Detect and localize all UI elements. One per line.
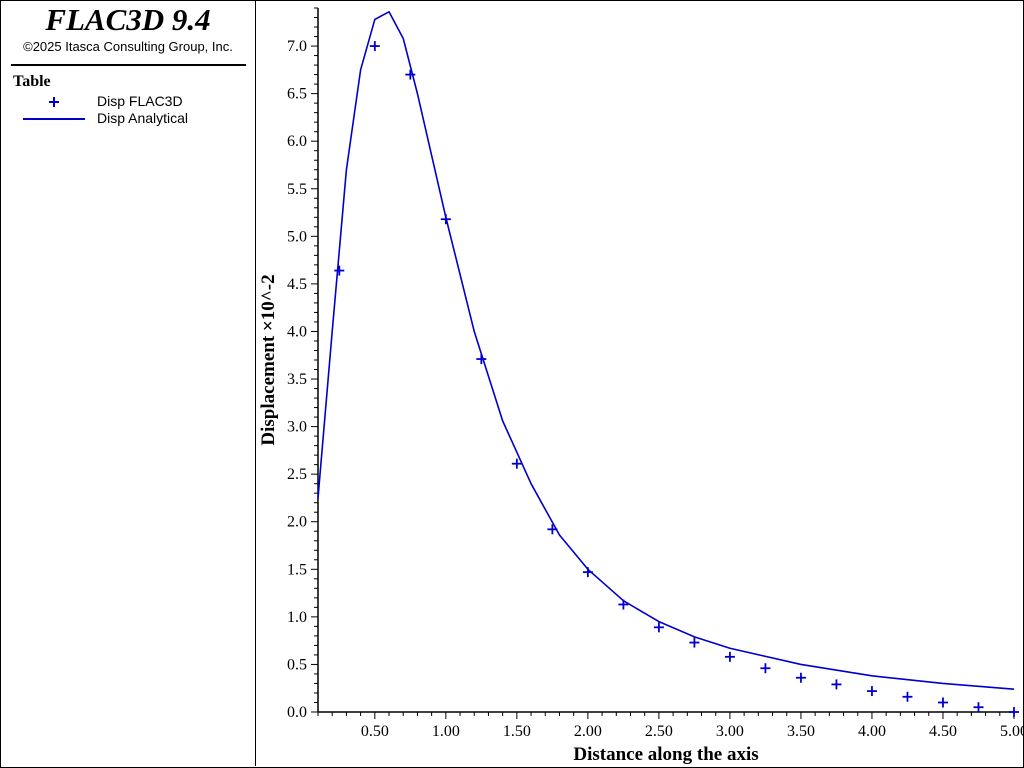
copyright-text: ©2025 Itasca Consulting Group, Inc. (23, 39, 233, 54)
legend-heading: Table (13, 73, 51, 90)
plus-marker (582, 567, 593, 578)
y-tick-label: 5.5 (287, 181, 307, 198)
y-tick-label: 5.0 (287, 228, 307, 245)
y-tick-label: 1.5 (287, 561, 307, 578)
x-tick-label: 1.50 (503, 723, 531, 740)
legend-item-disp-analytical: Disp Analytical (21, 110, 251, 127)
plus-marker (760, 663, 771, 674)
x-tick-label: 3.50 (787, 723, 815, 740)
x-tick-label: 3.00 (716, 723, 744, 740)
plus-marker (547, 524, 558, 535)
data-series (317, 11, 1019, 717)
y-tick-label: 4.5 (287, 276, 307, 293)
y-tick-label: 1.0 (287, 609, 307, 626)
x-tick-label: 0.50 (361, 723, 389, 740)
x-tick-label: 4.50 (929, 723, 957, 740)
plus-marker (440, 214, 451, 225)
y-tick-label: 4.0 (287, 323, 307, 340)
legend-label: Disp FLAC3D (97, 93, 183, 109)
plus-marker (689, 637, 700, 648)
analytical-line (317, 11, 1015, 690)
y-tick-label: 0.0 (287, 704, 307, 721)
plus-marker (866, 686, 877, 697)
app-title: FLAC3D 9.4 (45, 2, 211, 37)
plus-marker (1009, 707, 1019, 717)
legend-item-disp-flac3d: Disp FLAC3D (21, 93, 251, 110)
y-tick-label: 6.5 (287, 86, 307, 103)
plus-marker (937, 697, 948, 708)
plus-marker (653, 622, 664, 633)
title-divider (11, 64, 246, 66)
y-tick-label: 6.0 (287, 133, 307, 150)
x-tick-label: 2.00 (574, 723, 602, 740)
y-tick-label: 2.0 (287, 514, 307, 531)
axis-ticks: 0.0 0.5 1.0 1.5 2.0 2.5 3.0 3.5 4.0 4.5 5.0 5.5 6.0 6… (287, 7, 1024, 740)
plus-marker (795, 672, 806, 683)
x-tick-label: 5.00 (1000, 723, 1024, 740)
y-tick-label: 3.5 (287, 371, 307, 388)
plus-marker (405, 69, 416, 80)
plus-marker (724, 651, 735, 662)
y-tick-label: 7.0 (287, 38, 307, 55)
y-tick-label: 2.5 (287, 466, 307, 483)
plus-marker (511, 458, 522, 469)
plus-marker (476, 354, 487, 365)
x-tick-label: 4.00 (858, 723, 886, 740)
plus-marker (618, 599, 629, 610)
y-tick-label: 0.5 (287, 656, 307, 673)
x-tick-label: 2.50 (645, 723, 673, 740)
legend-panel: FLAC3D 9.4 ©2025 Itasca Consulting Group… (1, 1, 256, 766)
plus-marker (831, 679, 842, 690)
y-tick-label: 3.0 (287, 419, 307, 436)
y-axis-label: Displacement ×10^-2 (258, 274, 279, 445)
legend-label: Disp Analytical (97, 110, 189, 126)
plus-marker (902, 691, 913, 702)
plus-marker (369, 41, 380, 52)
plus-marker (334, 265, 345, 276)
x-axis-label: Distance along the axis (573, 744, 758, 765)
line-symbol-icon (23, 118, 85, 120)
x-tick-label: 1.00 (432, 723, 460, 740)
plus-marker-icon (49, 97, 59, 107)
plus-marker (973, 702, 984, 713)
